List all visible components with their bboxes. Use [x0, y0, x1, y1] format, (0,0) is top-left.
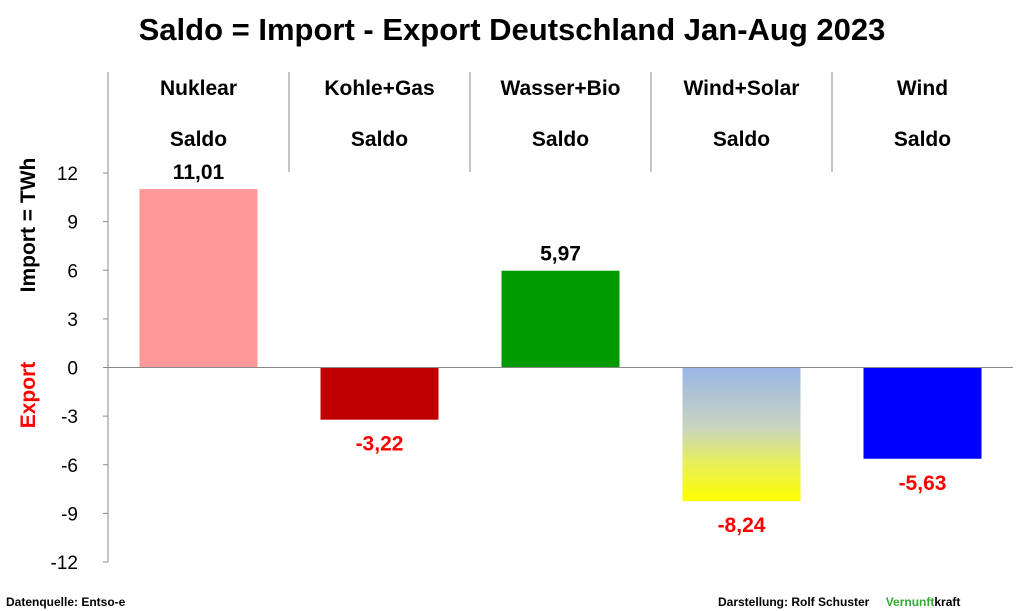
chart-title: Saldo = Import - Export Deutschland Jan-… — [139, 12, 886, 47]
footer-source: Datenquelle: Entso-e — [6, 595, 126, 609]
category-label: Kohle+Gas — [324, 77, 434, 100]
bar-value-label: -5,63 — [899, 472, 947, 495]
category-sublabel: Saldo — [894, 128, 951, 151]
y-tick-label: 3 — [67, 310, 78, 331]
footer-author: Darstellung: Rolf Schuster — [718, 595, 870, 609]
category-label: Wind — [897, 77, 948, 100]
bar-value-labels: 11,01 -3,22 5,97 -8,24 -5,63 — [173, 161, 947, 537]
y-tick-label: -6 — [61, 456, 78, 477]
footer-brand-kraft: kraft — [934, 595, 960, 609]
y-tick-label: 6 — [67, 261, 78, 282]
y-axis-ticks: 12 9 6 3 0 -3 -6 -9 -12 — [51, 164, 108, 574]
y-tick-label: -3 — [61, 407, 78, 428]
bar-wind — [863, 367, 982, 459]
category-label: Wind+Solar — [684, 77, 800, 100]
y-tick-label: 12 — [57, 164, 78, 185]
category-sublabel: Saldo — [713, 128, 770, 151]
bar-value-label: -3,22 — [356, 433, 404, 456]
bar-wasser-bio — [501, 270, 620, 368]
category-label: Nuklear — [160, 77, 237, 100]
bar-value-label: -8,24 — [718, 514, 766, 537]
footer-brand-vernunft: Vernunft — [886, 595, 935, 609]
y-tick-label: -9 — [61, 504, 78, 525]
bar-wind-solar — [682, 367, 801, 502]
category-label: Wasser+Bio — [500, 77, 620, 100]
y-tick-label: 0 — [67, 359, 78, 380]
bar-kohle-gas — [320, 367, 439, 420]
y-axis-title-import: Import = TWh — [17, 158, 40, 293]
bar-value-label: 5,97 — [540, 243, 581, 266]
y-tick-label: 9 — [67, 213, 78, 234]
category-separators — [288, 72, 833, 172]
category-sublabel: Saldo — [351, 128, 408, 151]
y-tick-label: -12 — [51, 553, 78, 574]
footer-credit: Darstellung: Rolf Schuster Vernunftkraft — [718, 595, 960, 609]
category-sublabel: Saldo — [532, 128, 589, 151]
y-axis-title-export: Export — [17, 362, 40, 429]
category-labels: Nuklear Saldo Kohle+Gas Saldo Wasser+Bio Sald… — [160, 77, 951, 151]
category-sublabel: Saldo — [170, 128, 227, 151]
bars — [139, 189, 982, 502]
bar-nuklear — [139, 189, 258, 368]
bar-value-label: 11,01 — [173, 161, 225, 184]
